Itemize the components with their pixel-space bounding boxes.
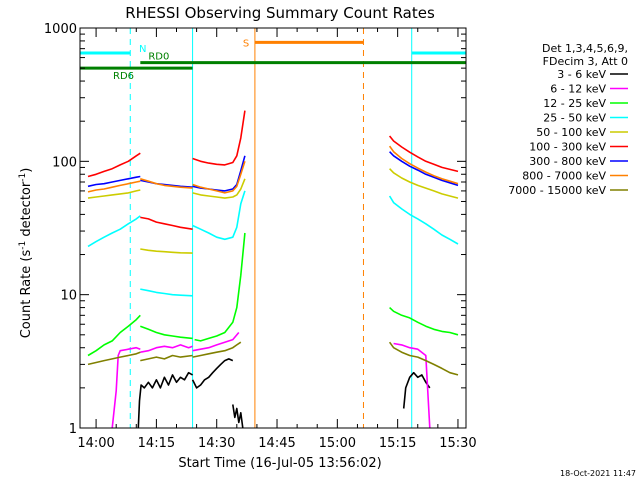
series-0-segment-0 bbox=[137, 371, 193, 429]
series-3-segment-3 bbox=[388, 195, 459, 245]
legend-label-0: 3 - 6 keV bbox=[557, 68, 606, 81]
series-7-segment-1 bbox=[140, 178, 193, 189]
series-8-segment-2 bbox=[192, 341, 242, 358]
series-1-segment-2 bbox=[192, 331, 240, 352]
x-tick-label-6: 15:30 bbox=[439, 436, 476, 451]
plot-frame bbox=[79, 27, 467, 429]
legend-header-1: FDecim 3, Att 0 bbox=[543, 55, 628, 68]
flag-label-0: N bbox=[139, 44, 146, 55]
series-7-segment-0 bbox=[87, 180, 141, 193]
series-2-segment-3 bbox=[194, 232, 246, 342]
x-tick-label-0: 14:00 bbox=[77, 436, 114, 451]
series-5-segment-1 bbox=[140, 216, 193, 230]
series-8-segment-1 bbox=[140, 354, 193, 362]
legend-label-5: 100 - 300 keV bbox=[529, 141, 606, 154]
flag-label-2: RD6 bbox=[113, 71, 134, 82]
x-tick-label-2: 14:30 bbox=[198, 436, 235, 451]
y-tick-label-3: 1000 bbox=[44, 22, 77, 37]
series-3-segment-0 bbox=[87, 215, 141, 248]
series-1-segment-1 bbox=[140, 344, 193, 353]
series-0-segment-3 bbox=[402, 371, 431, 409]
legend-label-8: 7000 - 15000 keV bbox=[508, 184, 606, 197]
y-axis-label: Count Rate (s-1 detector-1) bbox=[18, 168, 34, 339]
series-7-segment-3 bbox=[388, 145, 459, 185]
y-axis-label-end: ) bbox=[19, 168, 34, 173]
y-axis-label-mid: detector bbox=[19, 181, 34, 241]
x-axis-label: Start Time (16-Jul-05 13:56:02) bbox=[178, 456, 381, 471]
series-4-segment-3 bbox=[389, 168, 459, 199]
series-0-segment-1 bbox=[191, 358, 234, 389]
legend-label-1: 6 - 12 keV bbox=[550, 83, 606, 96]
plot-lines bbox=[87, 28, 467, 429]
legend-label-7: 800 - 7000 keV bbox=[522, 170, 606, 183]
series-2-segment-1 bbox=[140, 325, 193, 340]
series-5-segment-2 bbox=[192, 110, 246, 166]
series-2-segment-0 bbox=[87, 314, 141, 357]
series-4-segment-1 bbox=[140, 248, 193, 254]
series-7-segment-2 bbox=[192, 161, 246, 194]
series-5-segment-0 bbox=[87, 152, 141, 178]
x-tick-label-1: 14:15 bbox=[138, 436, 175, 451]
series-4-segment-2 bbox=[192, 178, 246, 199]
legend-label-3: 25 - 50 keV bbox=[543, 112, 606, 125]
series-5-segment-3 bbox=[388, 135, 459, 173]
series-2-segment-4 bbox=[389, 307, 459, 336]
series-1-segment-0 bbox=[111, 346, 141, 429]
series-8-segment-0 bbox=[87, 351, 141, 366]
flag-label-3: S bbox=[243, 38, 249, 49]
legend-label-4: 50 - 100 keV bbox=[536, 126, 606, 139]
y-tick-label-2: 100 bbox=[52, 155, 77, 170]
timestamp-footer: 18-Oct-2021 11:47 bbox=[560, 469, 636, 478]
flag-label-1: RD0 bbox=[148, 52, 169, 63]
legend-label-2: 12 - 25 keV bbox=[543, 97, 606, 110]
legend-label-6: 300 - 800 keV bbox=[529, 155, 606, 168]
y-tick-label-0: 1 bbox=[69, 422, 77, 437]
series-3-segment-2 bbox=[192, 190, 246, 241]
chart-title: RHESSI Observing Summary Count Rates bbox=[125, 4, 435, 22]
x-tick-label-3: 14:45 bbox=[258, 436, 295, 451]
series-6-segment-3 bbox=[389, 151, 459, 187]
y-axis-label-sup1: -1 bbox=[18, 241, 28, 250]
plot-axes: 14:00 14:15 14:30 14:45 15:00 15:15 15:30 1 10 10… bbox=[44, 22, 477, 451]
series-8-segment-3 bbox=[388, 341, 459, 376]
series-1-segment-3 bbox=[393, 342, 431, 429]
legend-header-0: Det 1,3,4,5,6,9, bbox=[542, 42, 628, 55]
y-tick-label-1: 10 bbox=[60, 289, 77, 304]
x-tick-label-4: 15:00 bbox=[319, 436, 356, 451]
series-4-segment-0 bbox=[87, 189, 141, 199]
y-axis-label-main: Count Rate (s bbox=[19, 250, 34, 339]
legend: Det 1,3,4,5,6,9,FDecim 3, Att 03 - 6 keV… bbox=[508, 42, 628, 197]
series-0-segment-2 bbox=[232, 404, 244, 429]
series-3-segment-1 bbox=[140, 288, 193, 297]
x-tick-label-5: 15:15 bbox=[379, 436, 416, 451]
series-6-segment-0 bbox=[87, 175, 141, 188]
y-axis-label-sup2: -1 bbox=[18, 173, 28, 182]
